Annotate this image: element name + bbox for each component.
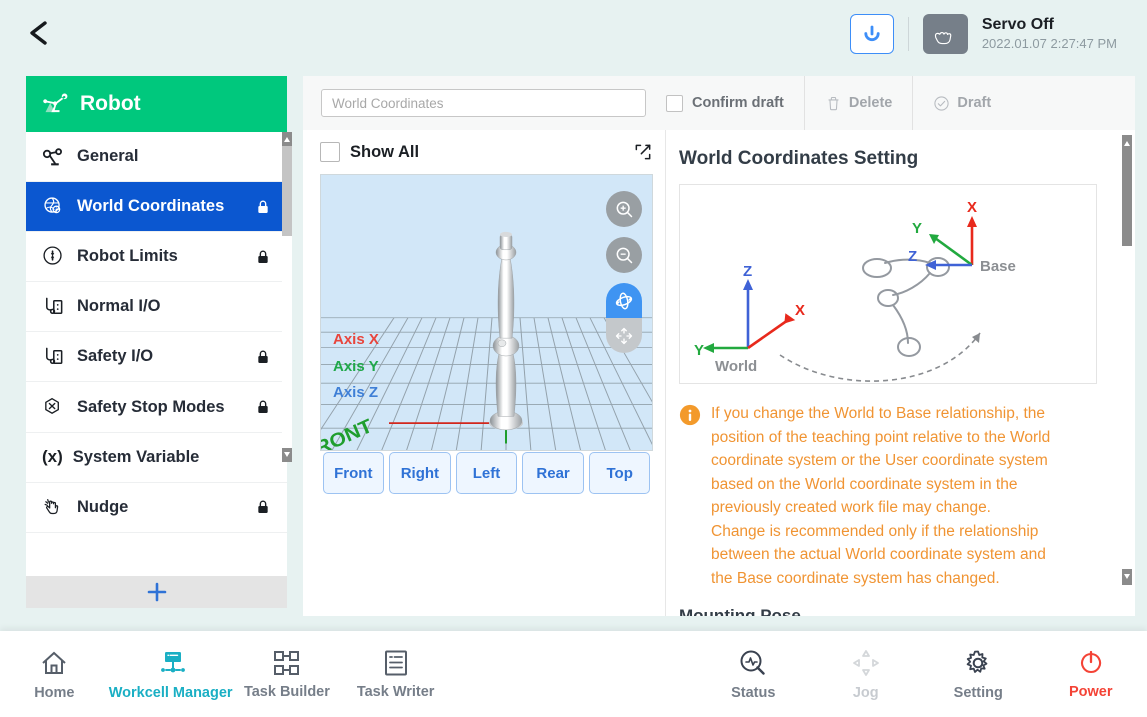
svg-text:World: World [715, 358, 757, 375]
svg-text:Z: Z [908, 248, 917, 265]
svg-text:Y: Y [694, 342, 704, 359]
svg-text:Y: Y [912, 220, 922, 237]
svg-text:X: X [795, 302, 805, 319]
svg-text:Z: Z [743, 263, 752, 280]
svg-text:X: X [967, 199, 977, 216]
svg-text:Base: Base [980, 258, 1016, 275]
